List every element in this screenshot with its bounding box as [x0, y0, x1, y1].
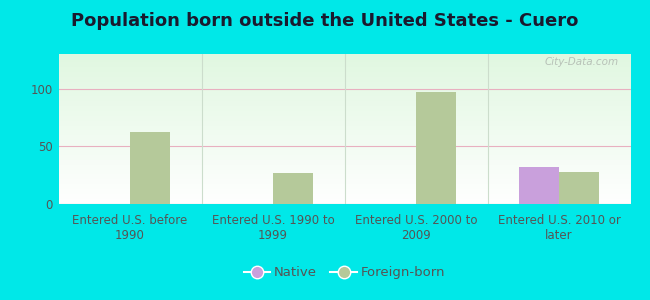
Bar: [559, 172, 599, 204]
Bar: [416, 92, 456, 204]
Bar: [130, 133, 170, 204]
Text: City-Data.com: City-Data.com: [545, 57, 619, 67]
Bar: [519, 167, 559, 204]
Bar: [273, 173, 313, 204]
Legend: Native, Foreign-born: Native, Foreign-born: [239, 261, 450, 284]
Text: Population born outside the United States - Cuero: Population born outside the United State…: [72, 12, 578, 30]
